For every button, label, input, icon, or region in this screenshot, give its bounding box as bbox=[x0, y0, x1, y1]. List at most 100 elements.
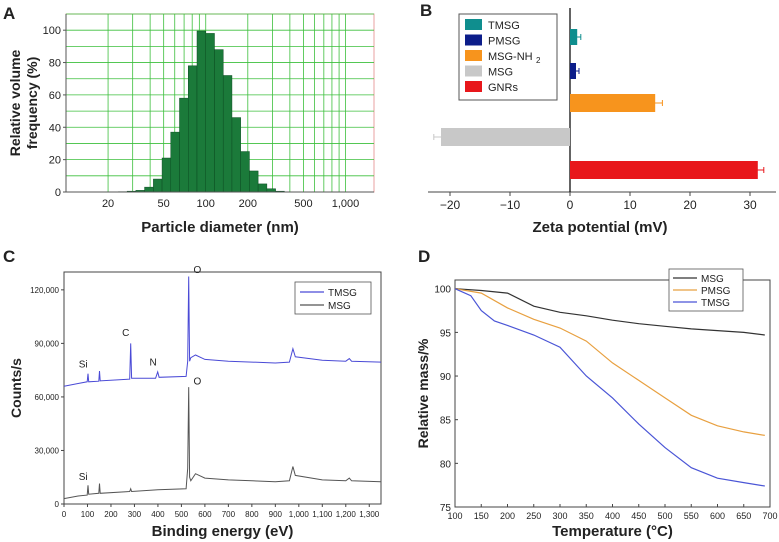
panel-d-series-line bbox=[454, 288, 765, 436]
panel-a-y-tick-label: 80 bbox=[49, 58, 61, 70]
panel-a-bar bbox=[205, 33, 215, 193]
panel-a-bar bbox=[188, 65, 198, 193]
panel-b-x-label: Zeta potential (mV) bbox=[532, 219, 667, 236]
panel-a-bar bbox=[153, 178, 163, 193]
panel-c-peak-label: Si bbox=[79, 359, 88, 370]
panel-d-x-tick-label: 450 bbox=[631, 511, 646, 521]
panel-b-legend-label: MSG bbox=[488, 67, 513, 79]
panel-c-peak-label: O bbox=[194, 376, 202, 387]
panel-b-bar bbox=[441, 128, 570, 146]
panel-d-x-tick-label: 650 bbox=[736, 511, 751, 521]
panel-a-bar bbox=[196, 30, 206, 193]
panel-d-x-tick-label: 150 bbox=[474, 511, 489, 521]
panel-c-x-tick-label: 1,100 bbox=[312, 510, 333, 519]
panel-a-x-tick-label: 20 bbox=[102, 198, 114, 210]
panel-c-peak-label: Si bbox=[79, 472, 88, 483]
panel-c-peak-label: C bbox=[122, 328, 129, 339]
panel-b-x-tick-label: 30 bbox=[743, 198, 757, 212]
panel-c-x-tick-label: 900 bbox=[269, 510, 283, 519]
panel-c-x-tick-label: 700 bbox=[222, 510, 236, 519]
panel-b-legend-label: GNRs bbox=[488, 82, 518, 94]
panel-a-bar bbox=[214, 49, 224, 193]
panel-d-y-label: Relative mass/% bbox=[415, 338, 431, 448]
panel-d-legend-label: MSG bbox=[701, 274, 724, 285]
panel-c-peak-label: O bbox=[194, 265, 202, 276]
panel-b-legend-swatch bbox=[465, 50, 482, 61]
panel-c-legend-label: TMSG bbox=[328, 288, 357, 299]
panel-c-peak-label: N bbox=[150, 358, 157, 369]
panel-b-x-tick-label: −20 bbox=[440, 198, 461, 212]
panel-a-x-tick-label: 500 bbox=[294, 198, 312, 210]
panel-c-x-tick-label: 100 bbox=[81, 510, 95, 519]
panel-d-legend-label: PMSG bbox=[701, 286, 731, 297]
panel-c-letter: C bbox=[3, 247, 15, 266]
panel-c-y-label: Counts/s bbox=[8, 358, 24, 418]
panel-a-y-tick-label: 20 bbox=[49, 155, 61, 167]
panel-c-x-tick-label: 600 bbox=[198, 510, 212, 519]
panel-c-x-tick-label: 400 bbox=[151, 510, 165, 519]
panel-d-x-tick-label: 200 bbox=[500, 511, 515, 521]
panel-a-x-tick-label: 200 bbox=[239, 198, 257, 210]
panel-a-y-tick-label: 60 bbox=[49, 90, 61, 102]
panel-a-bar bbox=[231, 117, 241, 193]
panel-b-legend-swatch bbox=[465, 65, 482, 77]
panel-c-x-tick-label: 0 bbox=[62, 510, 67, 519]
panel-a-y-label: Relative volumefrequency (%) bbox=[7, 49, 40, 156]
panel-c-series-line bbox=[63, 276, 382, 387]
panel-c-y-tick-label: 120,000 bbox=[30, 286, 59, 295]
panel-d-y-tick-label: 90 bbox=[440, 372, 452, 383]
panel-d-x-tick-label: 600 bbox=[710, 511, 725, 521]
panel-a-x-tick-label: 50 bbox=[158, 198, 170, 210]
panel-d-y-tick-label: 75 bbox=[440, 503, 452, 514]
panel-d-x-tick-label: 100 bbox=[447, 511, 462, 521]
panel-b-legend: TMSG PMSG MSG-NH 2 MSG GNRs bbox=[458, 13, 558, 101]
panel-d-x-label: Temperature (°C) bbox=[552, 523, 673, 540]
panel-a-x-tick-label: 1,000 bbox=[332, 198, 360, 210]
panel-a-letter: A bbox=[3, 4, 15, 23]
panel-a-y-tick-label: 100 bbox=[43, 25, 61, 37]
panel-c-x-tick-label: 1,300 bbox=[359, 510, 380, 519]
panel-d-series-line bbox=[454, 288, 765, 487]
panel-c-x-tick-label: 300 bbox=[128, 510, 142, 519]
panel-c-x-tick-label: 200 bbox=[104, 510, 118, 519]
panel-a-bar bbox=[249, 170, 259, 193]
panel-d-y-tick-label: 95 bbox=[440, 328, 452, 339]
panel-d-x-tick-label: 550 bbox=[684, 511, 699, 521]
panel-c-legend: TMSG MSG bbox=[294, 281, 372, 315]
panel-a-bar bbox=[144, 186, 154, 193]
panel-d-y-tick-label: 100 bbox=[434, 285, 451, 296]
panel-c-y-tick-label: 60,000 bbox=[35, 393, 60, 402]
panel-b-legend-subscript: 2 bbox=[536, 56, 541, 65]
panel-a-bar bbox=[257, 183, 268, 193]
panel-c-x-label: Binding energy (eV) bbox=[152, 523, 294, 540]
panel-d-x-tick-label: 400 bbox=[605, 511, 620, 521]
panel-c-legend-box bbox=[294, 281, 372, 315]
panel-a-x-label: Particle diameter (nm) bbox=[141, 219, 299, 236]
panel-d-x-tick-label: 300 bbox=[552, 511, 567, 521]
panel-d-y-tick-label: 85 bbox=[440, 416, 452, 427]
panel-b-bar bbox=[570, 161, 758, 179]
panel-d-frame bbox=[454, 279, 771, 508]
panel-d-x-tick-label: 500 bbox=[657, 511, 672, 521]
panel-b-legend-swatch bbox=[465, 19, 482, 30]
panel-d-y-tick-label: 80 bbox=[440, 459, 452, 470]
panel-b-legend-label: MSG-NH bbox=[488, 51, 533, 63]
panel-b-legend-label: PMSG bbox=[488, 36, 520, 48]
panel-b-x-tick-label: 20 bbox=[683, 198, 697, 212]
panel-a-bar bbox=[161, 157, 172, 193]
panel-a-x-tick-label: 100 bbox=[197, 198, 215, 210]
panel-c-y-tick-label: 90,000 bbox=[35, 339, 60, 348]
panel-a-bar bbox=[179, 97, 189, 193]
panel-a-bar bbox=[222, 75, 233, 193]
panel-a-bar bbox=[170, 131, 180, 193]
panel-c-legend-label: MSG bbox=[328, 301, 351, 312]
panel-c-x-tick-label: 500 bbox=[175, 510, 189, 519]
panel-d-x-tick-label: 350 bbox=[579, 511, 594, 521]
panel-c-x-tick-label: 1,200 bbox=[336, 510, 357, 519]
panel-b-x-tick-label: 10 bbox=[623, 198, 637, 212]
panel-b-bar bbox=[570, 94, 656, 112]
panel-d-x-tick-label: 700 bbox=[762, 511, 777, 521]
panel-c-frame bbox=[63, 271, 382, 505]
